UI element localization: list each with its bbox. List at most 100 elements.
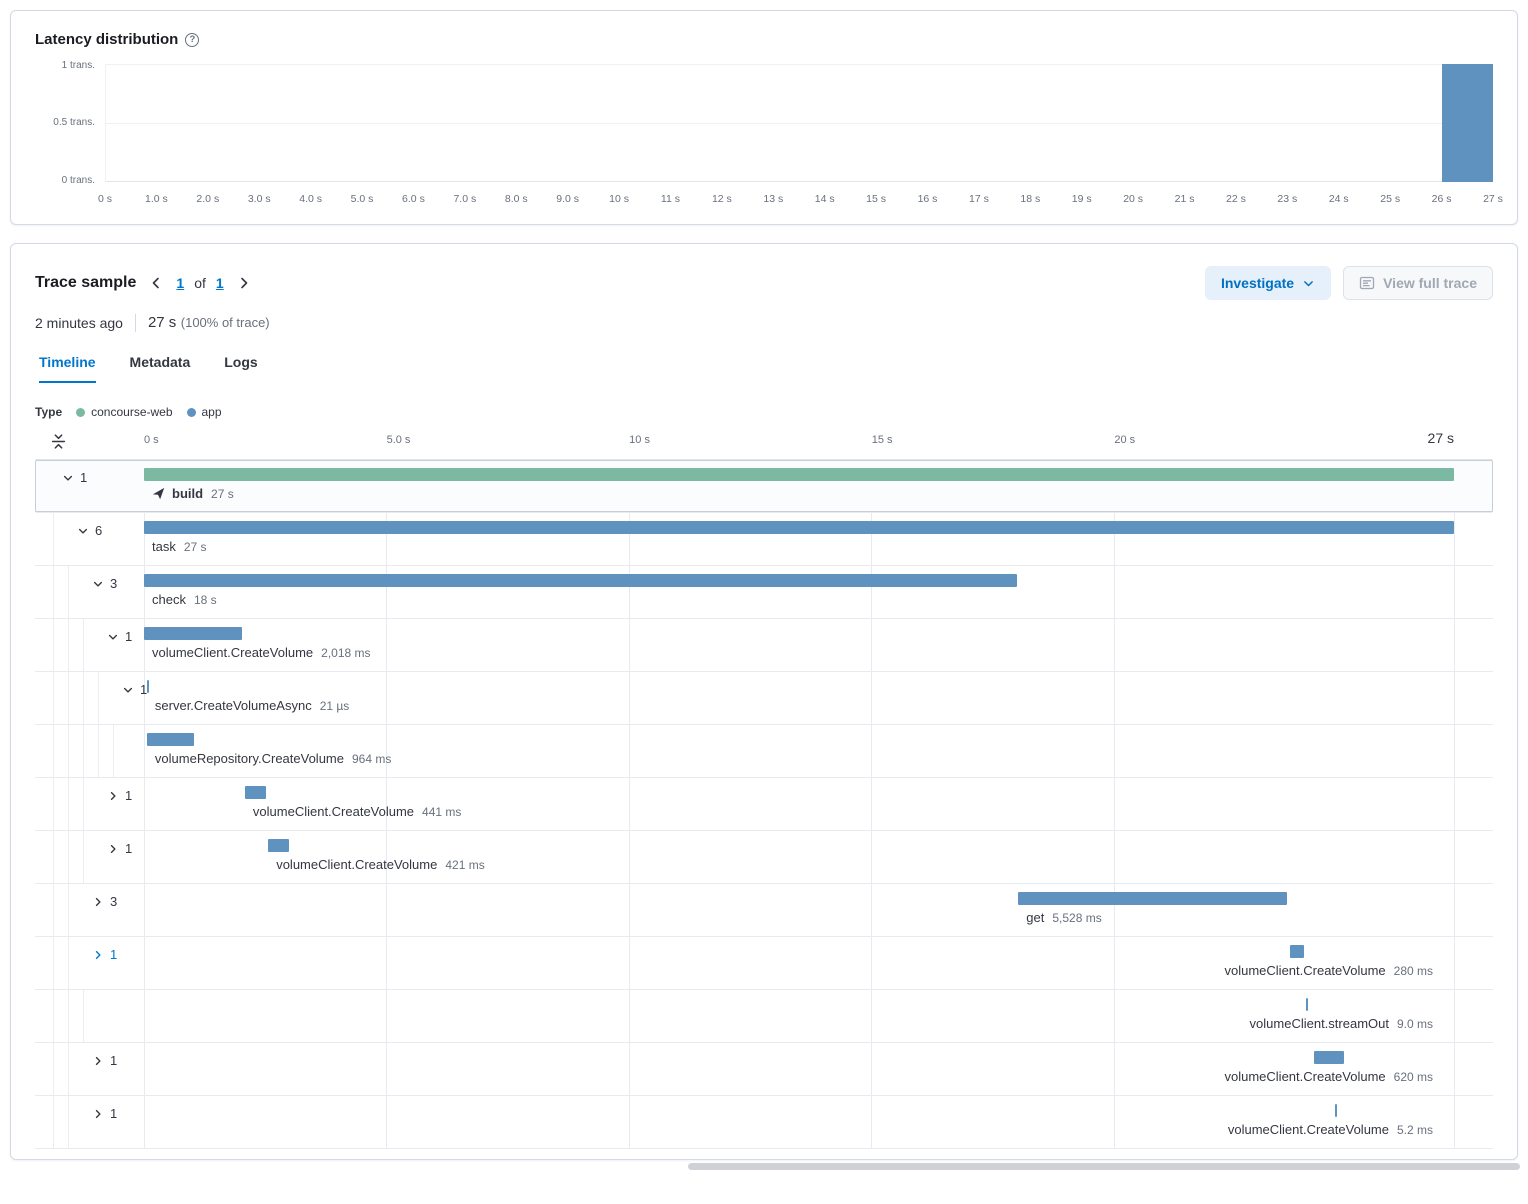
span-duration: 2,018 ms [321,645,371,660]
next-sample-button[interactable] [234,273,254,293]
latency-x-tick: 26 s [1431,193,1452,205]
span-duration: 27 s [183,539,207,554]
span-bar[interactable] [144,627,242,640]
divider [134,314,136,332]
span-name[interactable]: volumeClient.CreateVolume [152,645,314,660]
span-bar[interactable] [146,680,149,693]
span-bar[interactable] [144,521,1454,534]
tree-guide-line [68,831,69,883]
type-legend: Type concourse-web app [35,405,1493,419]
span-name[interactable]: volumeRepository.CreateVolume [154,751,344,766]
span-bar[interactable] [1314,1051,1345,1064]
waterfall-axis-track: 0 s 5.0 s 10 s 15 s 20 s 27 s [144,425,1454,459]
latency-y-tick: 1 trans. [61,60,95,71]
span-bar[interactable] [268,839,289,852]
span-name[interactable]: get [1026,910,1045,925]
span-bar[interactable] [1290,945,1304,958]
legend-item-label: concourse-web [91,405,173,419]
current-sample-link[interactable]: 1 [176,275,185,291]
horizontal-scrollbar[interactable] [688,1163,1520,1170]
span-row-gutter: 1 [35,1096,144,1148]
span-name[interactable]: volumeClient.CreateVolume [252,804,415,819]
child-count: 1 [125,841,133,856]
span-name[interactable]: build [172,486,204,501]
trace-duration-value: 27 s [147,314,177,331]
chevron-down-icon [93,581,103,587]
prev-sample-button[interactable] [146,273,166,293]
tab-timeline[interactable]: Timeline [39,354,96,383]
span-row-gutter: 1 [35,778,144,830]
span-row: volumeClient.streamOut 9.0 ms [35,990,1493,1043]
paper-plane-icon [152,487,165,500]
span-name[interactable]: check [152,592,186,607]
tree-guide-line [53,619,54,671]
collapse-children-toggle[interactable]: 3 [91,575,118,592]
span-row-gutter: 3 [35,884,144,936]
span-row: 3 check 18 s [35,566,1493,619]
latency-plot-area [105,64,1493,182]
tree-guide-line [68,1096,69,1148]
expand-children-toggle[interactable]: 1 [91,1052,118,1069]
child-count: 3 [110,894,118,909]
tree-guide-line [113,725,114,777]
gridline [1113,460,1115,1149]
view-full-trace-label: View full trace [1383,275,1477,291]
green-dot-icon [76,407,86,417]
legend-item-app: app [186,405,222,419]
child-count: 1 [80,470,88,485]
latency-x-tick: 4.0 s [299,193,323,205]
span-bar[interactable] [1018,892,1287,905]
span-row-track: volumeClient.CreateVolume 5.2 ms [144,1096,1454,1148]
span-name[interactable]: volumeClient.CreateVolume [1227,1122,1389,1137]
child-count: 1 [110,1053,118,1068]
latency-distribution-panel: Latency distribution ? 1 trans. 0.5 tran… [10,10,1518,225]
span-name[interactable]: volumeClient.CreateVolume [276,857,438,872]
span-row-gutter: 1 [35,1043,144,1095]
chevron-right-icon [95,1109,101,1118]
span-bar[interactable] [144,468,1454,481]
span-row-track: volumeClient.CreateVolume 2,018 ms [144,619,1454,671]
expand-children-toggle[interactable]: 3 [91,893,118,910]
span-duration: 421 ms [445,857,485,872]
collapse-children-toggle[interactable]: 6 [76,522,103,539]
span-name[interactable]: volumeClient.CreateVolume [1224,1069,1386,1084]
span-bar[interactable] [1335,1104,1338,1117]
total-samples-link[interactable]: 1 [215,275,224,291]
tree-guide-line [83,831,84,883]
span-row-track: get 5,528 ms [144,884,1454,936]
gridline [871,460,873,1149]
span-bar[interactable] [146,733,194,746]
collapse-children-toggle[interactable]: 1 [106,628,133,645]
span-row-track: volumeClient.CreateVolume 620 ms [144,1043,1454,1095]
span-row-track: server.CreateVolumeAsync 21 µs [144,672,1454,724]
expand-children-toggle[interactable]: 1 [91,946,118,963]
questionmark-icon[interactable]: ? [185,32,200,47]
child-count: 1 [110,947,118,962]
latency-histogram-bar[interactable] [1441,64,1493,182]
collapse-children-toggle[interactable]: 1 [121,681,148,698]
tree-guide-line [53,1043,54,1095]
chevron-left-icon [153,277,160,289]
span-name[interactable]: server.CreateVolumeAsync [154,698,312,713]
span-row-gutter: 1 [35,619,144,671]
span-name[interactable]: task [152,539,176,554]
span-duration: 441 ms [422,804,462,819]
tree-guide-line [68,1043,69,1095]
investigate-button[interactable]: Investigate [1204,266,1332,300]
span-name[interactable]: volumeClient.CreateVolume [1224,963,1386,978]
collapse-children-toggle[interactable]: 1 [61,469,88,486]
expand-children-toggle[interactable]: 1 [106,787,133,804]
span-bar[interactable] [144,574,1018,587]
span-bar[interactable] [244,786,267,799]
tab-logs[interactable]: Logs [224,354,258,370]
waterfall-rows: 1 build 27 s 6 task 27 s 3 check 18 s 1 volumeClie… [35,460,1493,1149]
span-name[interactable]: volumeClient.streamOut [1249,1016,1389,1031]
view-full-trace-button[interactable]: View full trace [1343,266,1493,300]
expand-children-toggle[interactable]: 1 [106,840,133,857]
child-count: 1 [140,682,148,697]
collapse-all-button[interactable] [48,431,69,452]
latency-x-tick: 0 s [97,193,113,205]
expand-children-toggle[interactable]: 1 [91,1105,118,1122]
tab-metadata[interactable]: Metadata [129,354,191,370]
span-bar[interactable] [1306,998,1309,1011]
